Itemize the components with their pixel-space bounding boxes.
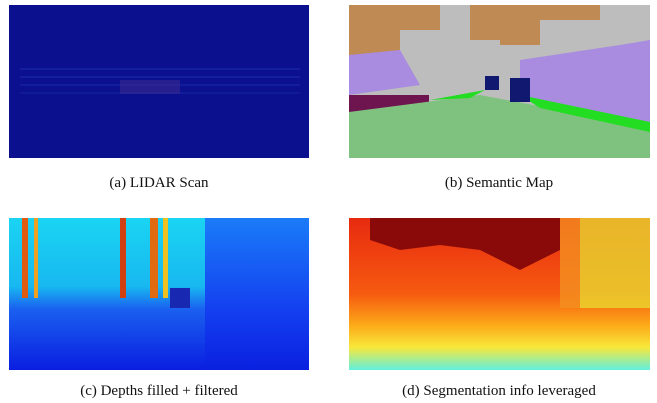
depth-image — [9, 218, 309, 370]
caption: (b) Semantic Map — [445, 175, 553, 191]
semantic-image — [349, 5, 650, 158]
lidar-image — [9, 5, 309, 158]
page: (a) LIDAR Scan (b) Semantic Map (c) Dept… — [0, 0, 657, 403]
figure: (a) LIDAR Scan (b) Semantic Map (c) Dept… — [0, 0, 657, 403]
caption: (c) Depths filled + filtered — [80, 383, 238, 399]
caption: (a) LIDAR Scan — [109, 175, 209, 191]
caption: (d) Segmentation info leveraged — [402, 383, 596, 399]
segmentation-depth-image — [349, 218, 650, 370]
